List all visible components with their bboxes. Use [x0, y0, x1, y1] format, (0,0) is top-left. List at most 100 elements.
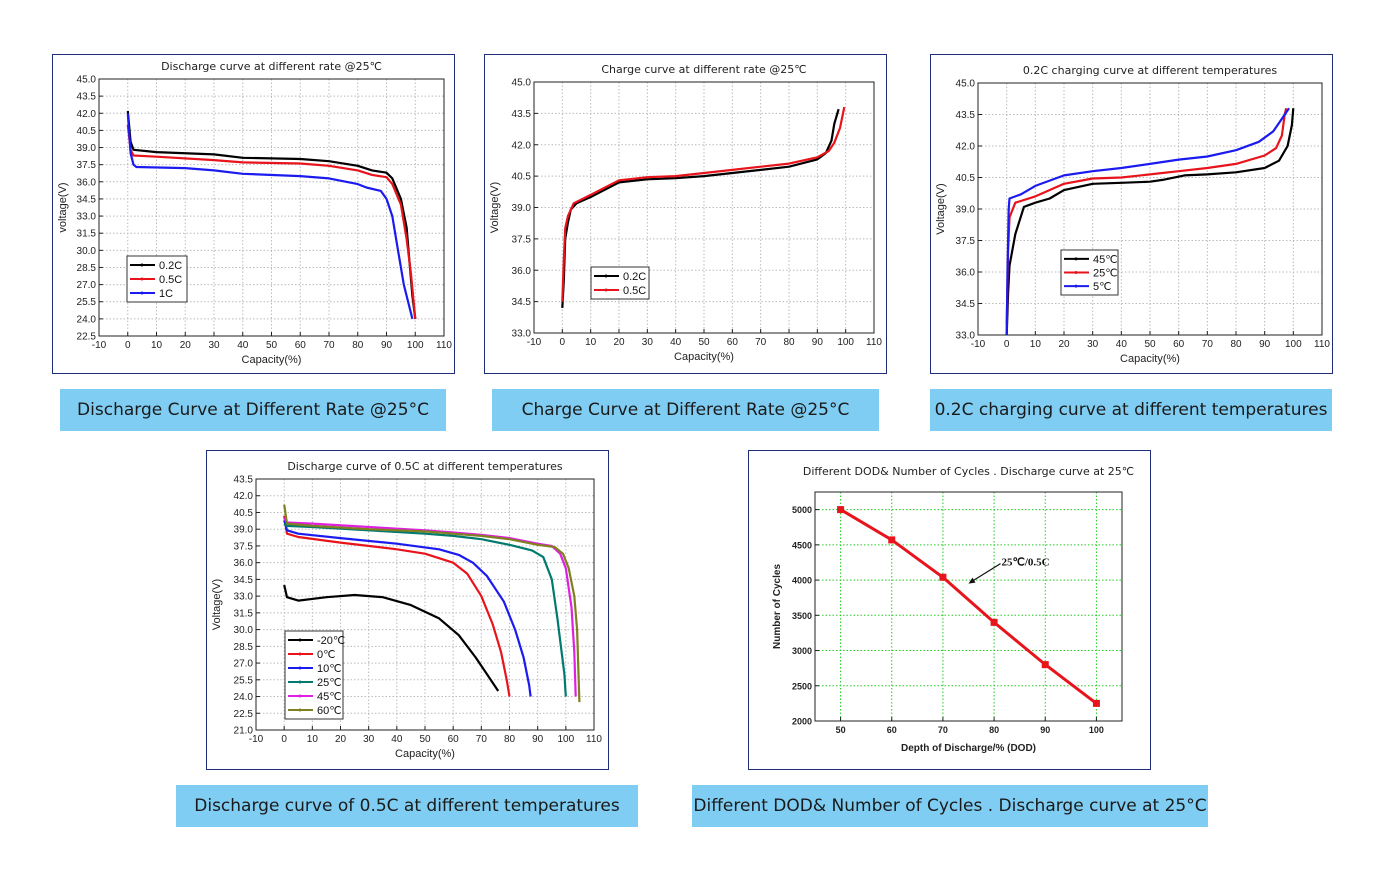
y-tick-label: 40.5 — [77, 126, 97, 137]
y-tick-label: 37.5 — [77, 160, 97, 171]
y-tick-label: 33.0 — [234, 592, 254, 603]
x-tick-label: 10 — [307, 734, 319, 745]
y-tick-label: 36.0 — [234, 558, 254, 569]
chart-title: Discharge curve at different rate @25℃ — [161, 60, 382, 73]
plot-frame — [533, 81, 875, 334]
x-tick-label: 80 — [783, 337, 795, 348]
chart-svg: 50 60 70 80 90 100 2000 2500 3000 3500 4000 4500 500… — [772, 465, 1134, 754]
x-tick-label: -10 — [971, 339, 986, 350]
legend-marker — [1074, 257, 1078, 261]
legend-marker — [140, 277, 144, 281]
x-tick-label: 40 — [237, 340, 249, 351]
x-tick-label: 50 — [1144, 339, 1156, 350]
x-tick-label: 40 — [670, 337, 682, 348]
legend-label: 25℃ — [317, 677, 342, 689]
y-tick-label: 42.0 — [512, 140, 532, 151]
y-tick-label: 25.5 — [77, 297, 97, 308]
annotation-arrowhead — [968, 577, 976, 584]
y-tick-label: 37.5 — [512, 234, 532, 245]
y-tick-label: 31.5 — [77, 229, 97, 240]
x-tick-label: 50 — [419, 734, 431, 745]
caption-discharge-temperature: Discharge curve of 0.5C at different tem… — [176, 785, 638, 827]
x-axis-label: Capacity(%) — [674, 351, 734, 363]
x-tick-label: -10 — [92, 340, 107, 351]
x-tick-label: 110 — [1314, 339, 1330, 350]
data-point-marker — [939, 573, 947, 581]
legend-marker — [298, 708, 302, 712]
y-axis-label: Number of Cycles — [772, 564, 783, 649]
y-tick-label: 27.0 — [234, 659, 254, 670]
legend-label: 45℃ — [1093, 254, 1118, 266]
legend-box — [590, 266, 650, 300]
series-line-45℃ — [1005, 108, 1295, 336]
x-tick-label: 10 — [585, 337, 597, 348]
legend-box — [284, 630, 344, 720]
legend-label: 0.2C — [159, 260, 182, 272]
y-tick-label: 37.5 — [956, 236, 976, 247]
x-tick-label: 20 — [1058, 339, 1070, 350]
y-axis-label: Voltage(V) — [211, 579, 223, 630]
legend: 0.2C 0.5C — [590, 266, 650, 300]
x-axis-label: Depth of Discharge/% (DOD) — [901, 743, 1036, 754]
series-line-0℃ — [283, 515, 511, 697]
x-tick-label: 50 — [266, 340, 278, 351]
y-tick-label: 25.5 — [234, 675, 254, 686]
x-tick-label: 30 — [642, 337, 654, 348]
y-tick-label: 43.5 — [77, 92, 97, 103]
x-tick-label: 80 — [504, 734, 516, 745]
y-tick-label: 36.0 — [956, 268, 976, 279]
y-axis-label: Voltage(V) — [935, 183, 947, 234]
legend-label: 0.5C — [623, 285, 646, 297]
y-tick-label: 22.5 — [234, 709, 254, 720]
x-tick-label: 10 — [1030, 339, 1042, 350]
x-tick-label: 90 — [812, 337, 824, 348]
chart-title: Different DOD& Number of Cycles . Discha… — [803, 465, 1134, 478]
legend-label: 0.5C — [159, 274, 182, 286]
legend-label: 1C — [159, 288, 173, 300]
y-axis-label: Voltage(V) — [489, 182, 501, 233]
legend-marker — [298, 666, 302, 670]
x-tick-label: 30 — [208, 340, 220, 351]
x-tick-label: 10 — [151, 340, 163, 351]
x-tick-label: 80 — [989, 725, 999, 735]
legend-label: 0.2C — [623, 271, 646, 283]
x-tick-label: 60 — [727, 337, 739, 348]
chart-svg: -10 0 10 20 30 40 50 60 70 80 90 100 110 22.5 24.0 25.5… — [57, 60, 452, 366]
x-tick-label: 0 — [560, 337, 566, 348]
y-tick-label: 33.0 — [512, 329, 532, 340]
caption-charge-temperature: 0.2C charging curve at different tempera… — [930, 389, 1332, 431]
x-tick-label: 90 — [381, 340, 393, 351]
y-tick-label: 42.0 — [234, 491, 254, 502]
y-tick-label: 45.0 — [77, 75, 97, 86]
x-tick-label: 0 — [125, 340, 131, 351]
y-axis-label: voltage(V) — [57, 182, 69, 232]
chart-title: 0.2C charging curve at different tempera… — [1023, 64, 1277, 77]
x-tick-label: 20 — [335, 734, 347, 745]
y-tick-label: 39.0 — [512, 203, 532, 214]
series-line-5℃ — [1005, 107, 1290, 336]
data-point-marker — [1041, 661, 1049, 669]
chart-svg: -10 0 10 20 30 40 50 60 70 80 90 100 110 33.0 34.5 36.0… — [489, 63, 882, 363]
data-point-marker — [1092, 699, 1100, 707]
x-tick-label: 0 — [1004, 339, 1010, 350]
x-axis-label: Capacity(%) — [395, 748, 455, 760]
y-tick-label: 39.0 — [234, 525, 254, 536]
y-tick-label: 3000 — [792, 646, 812, 656]
legend-label: 0℃ — [317, 649, 335, 661]
series-line-60℃ — [283, 504, 581, 703]
legend: 0.2C 0.5C 1C — [126, 255, 188, 303]
y-tick-label: 2500 — [792, 681, 812, 691]
y-tick-label: 28.5 — [234, 642, 254, 653]
legend-marker — [140, 291, 144, 295]
y-tick-label: 3500 — [792, 611, 812, 621]
chart-panel-charge-rate: -10 0 10 20 30 40 50 60 70 80 90 100 110 33.0 34.5 36.0… — [484, 54, 887, 374]
legend-label: 25℃ — [1093, 268, 1118, 280]
y-tick-label: 24.0 — [234, 692, 254, 703]
x-tick-label: 50 — [698, 337, 710, 348]
x-tick-label: 40 — [391, 734, 403, 745]
y-tick-label: 34.5 — [77, 194, 97, 205]
plot-frame — [814, 491, 1123, 722]
y-tick-label: 40.5 — [234, 508, 254, 519]
y-tick-label: 39.0 — [956, 205, 976, 216]
x-tick-label: 20 — [180, 340, 192, 351]
